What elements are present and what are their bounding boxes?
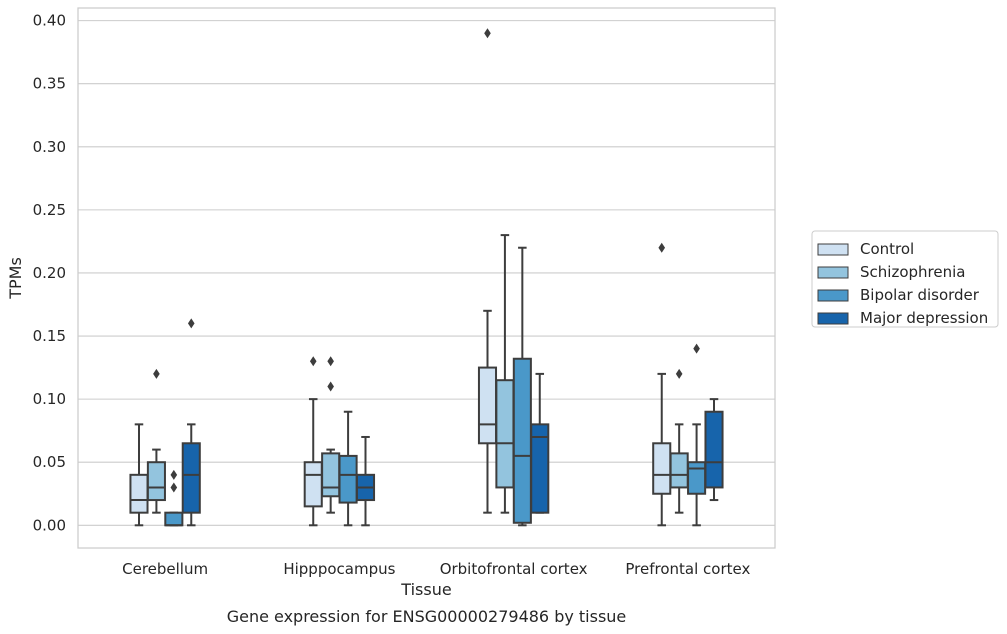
legend-label: Schizophrenia — [860, 263, 965, 281]
box-iqr — [164, 511, 184, 527]
outlier-point — [693, 343, 700, 354]
box-3-1 — [669, 368, 689, 514]
x-tick-labels: Cerebellum Hipppocampus Orbitofrontal cort… — [122, 560, 750, 578]
y-axis-label: TPMs — [6, 257, 25, 300]
box-iqr — [512, 357, 532, 524]
x-tick-label: Prefrontal cortex — [625, 560, 750, 578]
legend-frame — [811, 230, 999, 328]
box-iqr — [530, 423, 550, 514]
y-tick-label: 0.10 — [33, 390, 66, 408]
box-iqr — [303, 461, 323, 508]
legend-swatch — [817, 289, 849, 302]
box-1-1 — [321, 356, 341, 514]
y-tick-label: 0.20 — [33, 264, 66, 282]
outlier-point — [327, 356, 334, 367]
outlier-point — [187, 318, 195, 329]
legend-swatch — [817, 266, 849, 279]
legend-label: Control — [860, 240, 914, 258]
box-2-0 — [477, 28, 498, 514]
box-iqr — [669, 452, 689, 489]
box-iqr — [477, 366, 498, 445]
box-iqr — [338, 454, 358, 504]
x-tick-label: Hipppocampus — [283, 560, 395, 578]
y-tick-labels: 0.00 0.05 0.10 0.15 0.20 0.25 0.30 0.35 0.40 — [33, 12, 66, 535]
box-iqr — [321, 452, 341, 498]
box-3-3 — [704, 398, 724, 502]
outlier-point — [675, 368, 683, 379]
box-3-0 — [652, 242, 672, 527]
box-0-0 — [129, 423, 149, 527]
box-1-3 — [355, 435, 376, 527]
outlier-point — [484, 28, 491, 39]
outlier-point — [658, 242, 666, 253]
figure-caption: Gene expression for ENSG00000279486 by t… — [227, 607, 627, 626]
outlier-point — [327, 381, 334, 392]
plot-frame — [77, 7, 776, 549]
box-iqr — [704, 410, 724, 489]
y-tick-label: 0.30 — [33, 138, 66, 156]
legend-label: Bipolar disorder — [860, 286, 980, 304]
box-0-3 — [181, 318, 201, 527]
y-tick-label: 0.05 — [33, 453, 66, 471]
legend: Control Schizophrenia Bipolar disorder Majo… — [811, 230, 999, 328]
box-0-2 — [164, 469, 184, 527]
box-3-2 — [687, 343, 707, 527]
outlier-point — [170, 482, 178, 493]
outlier-point — [309, 356, 317, 367]
box-1-0 — [303, 356, 323, 527]
x-tick-label: Cerebellum — [122, 560, 208, 578]
legend-swatch — [817, 243, 849, 256]
box-1-2 — [338, 410, 358, 527]
y-tick-label: 0.25 — [33, 201, 66, 219]
legend-swatch — [817, 312, 849, 325]
box-0-1 — [146, 368, 166, 514]
box-iqr — [687, 461, 707, 495]
outlier-point — [153, 368, 160, 379]
x-tick-label: Orbitofrontal cortex — [440, 560, 588, 578]
legend-label: Major depression — [860, 309, 988, 327]
box-2-1 — [495, 234, 515, 514]
box-iqr — [181, 442, 201, 514]
box-iqr — [129, 473, 149, 514]
outlier-point — [170, 469, 178, 480]
y-tick-label: 0.00 — [33, 516, 66, 534]
boxes — [129, 28, 724, 527]
box-2-3 — [530, 372, 550, 514]
box-iqr — [652, 442, 672, 495]
box-iqr — [495, 379, 515, 489]
box-2-2 — [512, 246, 532, 527]
x-axis-label: Tissue — [400, 580, 451, 599]
y-tick-label: 0.40 — [33, 12, 66, 30]
y-tick-label: 0.15 — [33, 327, 66, 345]
y-tick-label: 0.35 — [33, 75, 66, 93]
box-iqr — [146, 461, 166, 502]
